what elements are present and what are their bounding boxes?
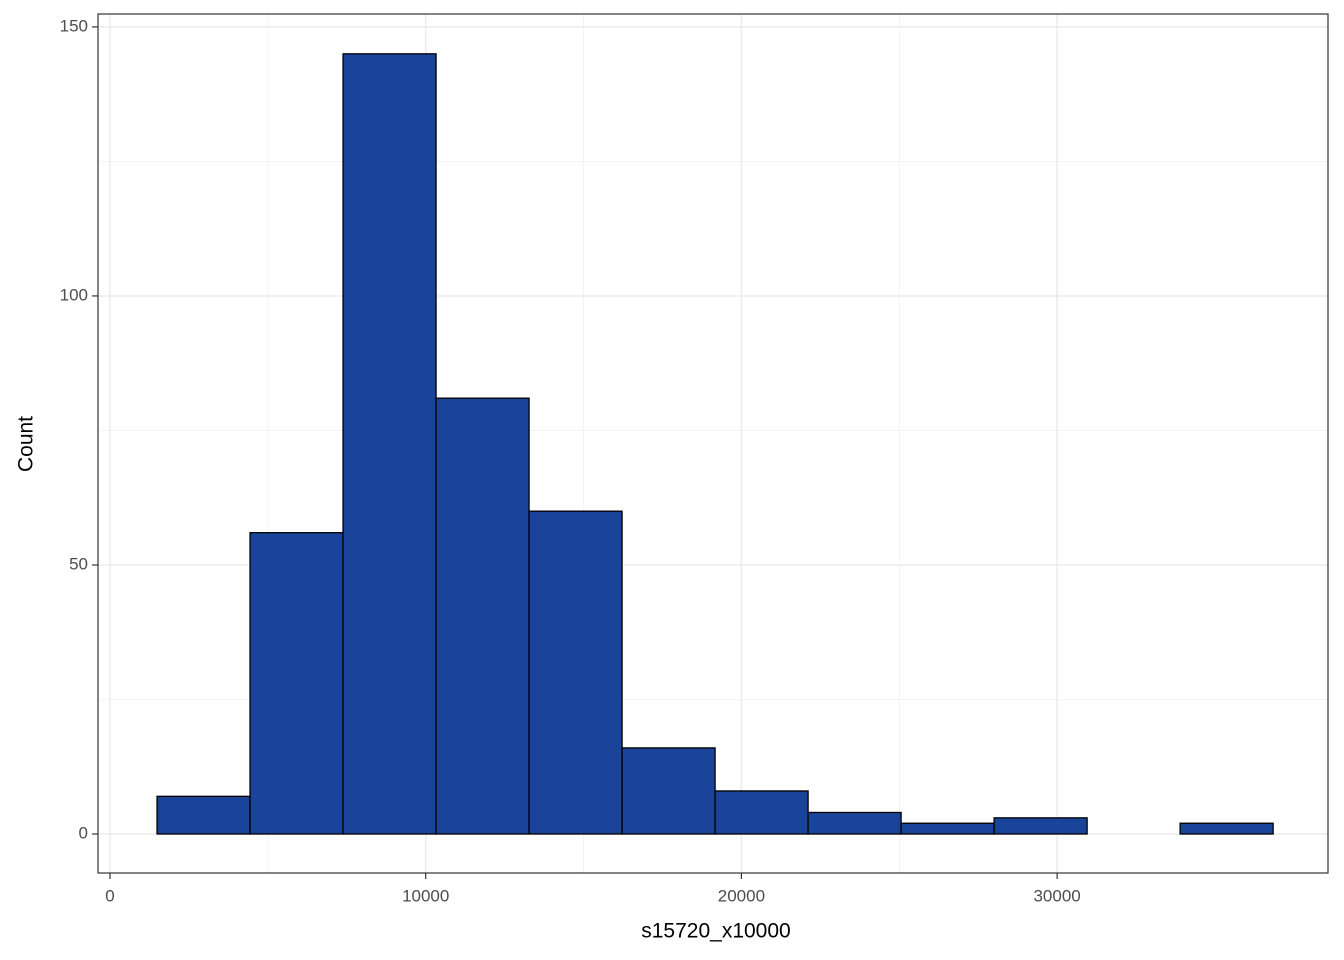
bar (714, 790, 809, 835)
bar (807, 811, 902, 835)
bar (621, 747, 716, 835)
bar (342, 53, 437, 835)
bar (156, 795, 251, 835)
x-tick-label: 20000 (718, 886, 765, 905)
y-tick-label: 100 (60, 285, 88, 304)
y-tick-label: 0 (79, 823, 88, 842)
y-tick-label: 50 (69, 554, 88, 573)
bar (528, 510, 623, 835)
bar (900, 822, 995, 835)
x-tick-label: 0 (105, 886, 114, 905)
x-tick-label: 30000 (1033, 886, 1080, 905)
plot-border (97, 13, 1329, 874)
x-tick-label: 10000 (402, 886, 449, 905)
bar (993, 817, 1088, 835)
y-tick-label: 150 (60, 16, 88, 35)
y-axis-title: Count (15, 416, 38, 472)
bar (435, 397, 530, 835)
bar (249, 532, 344, 835)
bar (1179, 822, 1274, 835)
x-axis-title: s15720_x10000 (641, 920, 790, 943)
